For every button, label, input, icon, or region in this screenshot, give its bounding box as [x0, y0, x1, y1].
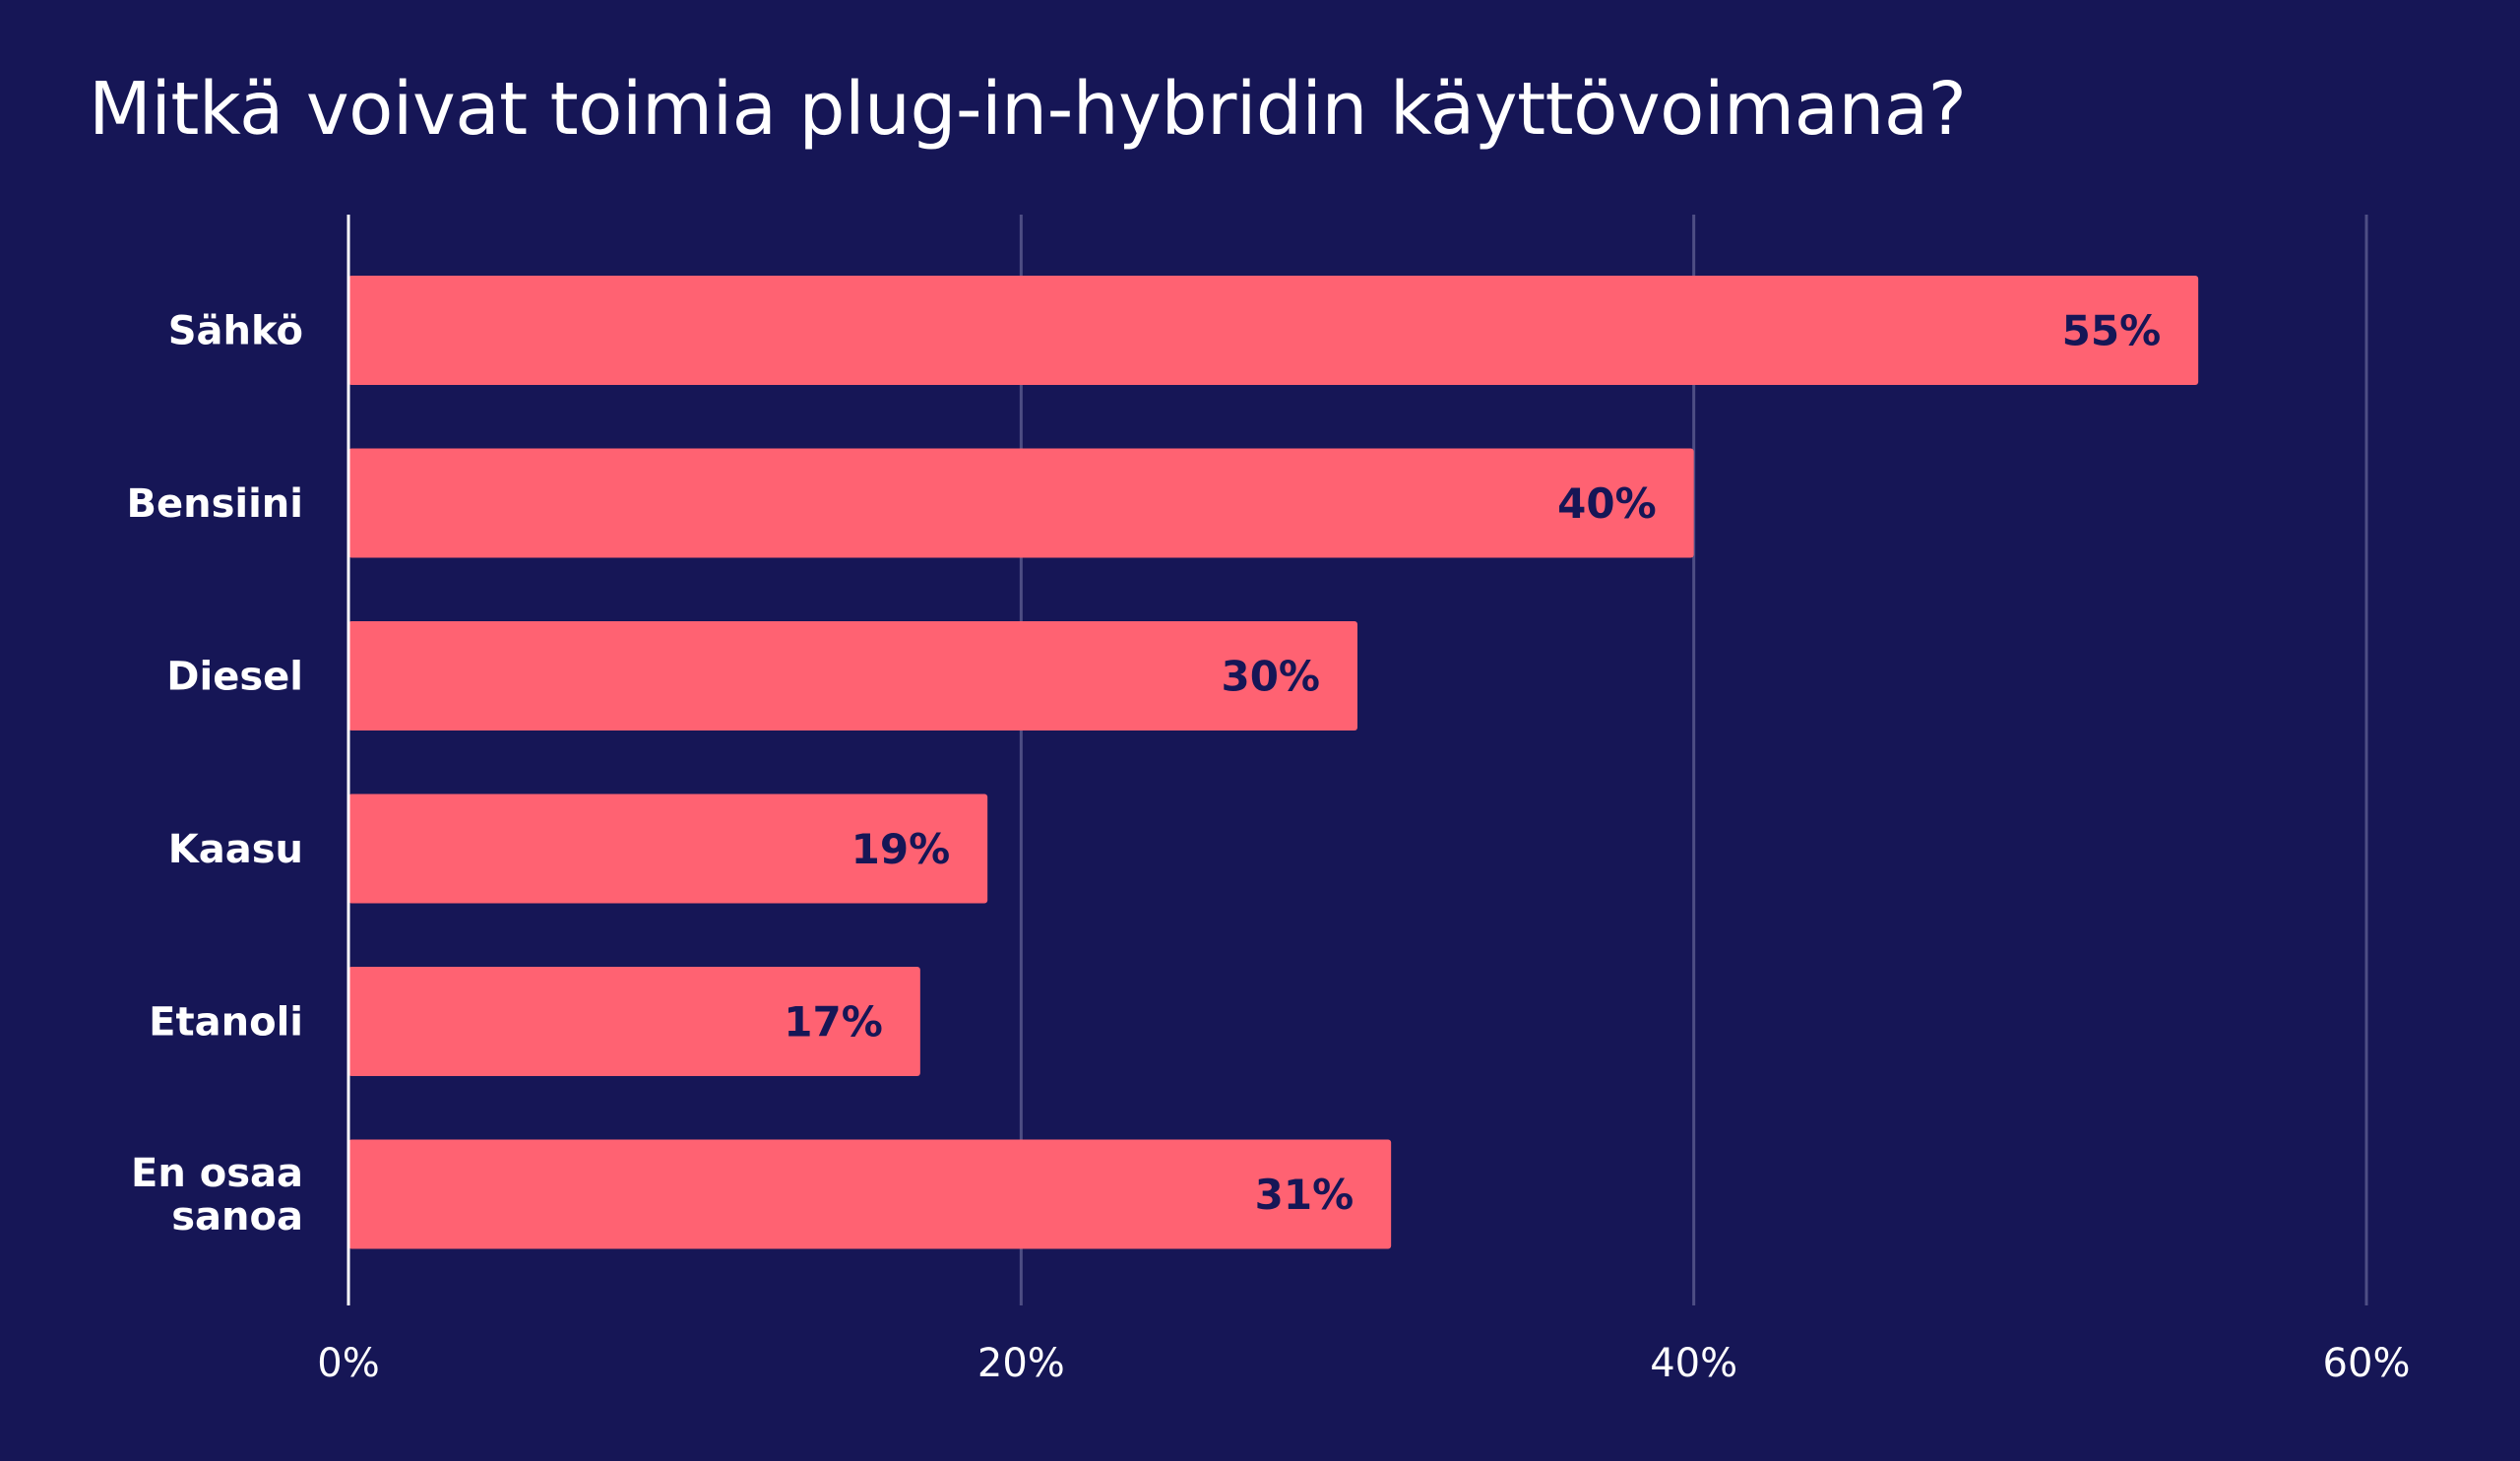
category-label: Bensiini — [126, 481, 303, 527]
bar-value-label: 19% — [851, 825, 951, 873]
category-label: Sähkö — [168, 309, 303, 354]
labels: 0% 20% 40% 60% 55% Sähkö 40% Bensiini 30% Diesel 1… — [126, 307, 2410, 1387]
bar-value-label: 30% — [1221, 653, 1320, 701]
category-label: En osaa sanoa — [131, 1151, 303, 1239]
category-label: Etanoli — [149, 1000, 303, 1046]
x-tick-label: 60% — [2323, 1341, 2411, 1386]
category-label: Kaasu — [168, 827, 303, 872]
x-tick-label: 20% — [977, 1341, 1065, 1386]
bar-value-label: 40% — [1557, 479, 1657, 528]
bar — [348, 967, 920, 1076]
x-tick-label: 40% — [1650, 1341, 1737, 1386]
bar — [348, 276, 2199, 385]
bar-value-label: 17% — [784, 998, 883, 1047]
x-tick-label: 0% — [317, 1341, 379, 1386]
chart-title: Mitkä voivat toimia plug-in-hybridin käy… — [89, 67, 1967, 152]
bar-value-label: 31% — [1255, 1171, 1354, 1219]
category-label: Diesel — [166, 655, 303, 700]
bar — [348, 448, 1694, 558]
grid-lines — [1019, 215, 2368, 1305]
bar-value-label: 55% — [2062, 307, 2162, 355]
bar — [348, 621, 1357, 730]
bars — [348, 276, 2199, 1249]
bar — [348, 794, 988, 904]
bar — [348, 1139, 1392, 1249]
